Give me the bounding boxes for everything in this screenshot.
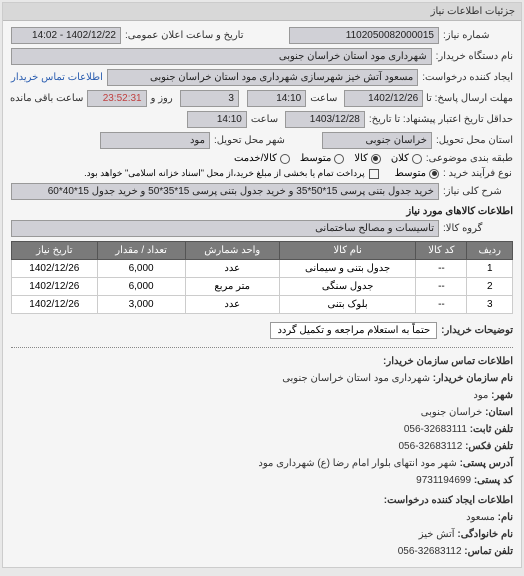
grade-option-2[interactable]: متوسط [300, 153, 344, 164]
requester-label: ایجاد کننده درخواست: [422, 72, 513, 83]
contact-line: آدرس پستی: شهر مود انتهای بلوار امام رضا… [11, 456, 513, 472]
col-unit: واحد شمارش [185, 242, 279, 260]
number-label: شماره نیاز: [443, 30, 513, 41]
remain-day-field: 3 [180, 90, 239, 107]
response-time-field[interactable]: 14:10 [247, 90, 306, 107]
goods-table: ردیف کد کالا نام کالا واحد شمارش تعداد /… [11, 241, 513, 314]
city-field[interactable]: مود [100, 132, 210, 149]
grade-option-3[interactable]: کالا/خدمت [234, 153, 290, 164]
buyer-note-value: حتماً به استعلام مراجعه و تکمیل گردد [270, 322, 437, 339]
row-number: شماره نیاز: 1102050082000015 تاریخ و ساع… [11, 27, 513, 44]
province-label: استان محل تحویل: [436, 135, 513, 146]
grade-label: طبقه بندی موضوعی: [426, 153, 513, 164]
panel-title: جزئیات اطلاعات نیاز [3, 3, 521, 21]
col-code: کد کالا [416, 242, 467, 260]
contact-line: تلفن ثابت: 32683111-056 [11, 422, 513, 438]
row-buyer-note: توضیحات خریدار: حتماً به استعلام مراجعه … [11, 322, 513, 339]
contact-line: تلفن فکس: 32683112-056 [11, 439, 513, 455]
number-field[interactable]: 1102050082000015 [289, 27, 439, 44]
row-requester: ایجاد کننده درخواست: مسعود آتش خیز شهرسا… [11, 69, 513, 86]
table-header-row: ردیف کد کالا نام کالا واحد شمارش تعداد /… [12, 242, 513, 260]
row-process: نوع فرآیند خرید : متوسط پرداخت تمام یا ب… [11, 168, 513, 179]
contact-section: اطلاعات تماس سازمان خریدار: نام سازمان خ… [11, 347, 513, 560]
table-row[interactable]: 2--جدول سنگیمتر مربع6,0001402/12/26 [12, 278, 513, 296]
hour-label-1: ساعت [310, 93, 340, 104]
grade-option-1[interactable]: کالا [354, 153, 381, 164]
detail-panel: جزئیات اطلاعات نیاز شماره نیاز: 11020500… [2, 2, 522, 568]
need-label: شرح کلی نیاز: [443, 186, 513, 197]
contact-link[interactable]: اطلاعات تماس خریدار [11, 72, 103, 83]
response-date-field[interactable]: 1402/12/26 [344, 90, 423, 107]
datetime-label: تاریخ و ساعت اعلان عمومی: [125, 30, 244, 41]
process-note: پرداخت تمام یا بخشی از مبلغ خرید،از محل … [84, 168, 364, 179]
table-row[interactable]: 1--جدول بتنی و سیمانیعدد6,0001402/12/26 [12, 260, 513, 278]
row-validity: حداقل تاریخ اعتبار پیشنهاد: تا تاریخ: 14… [11, 111, 513, 128]
row-response: مهلت ارسال پاسخ: تا 1402/12/26 ساعت 14:1… [11, 90, 513, 107]
contact-title: اطلاعات تماس سازمان خریدار: [383, 356, 513, 367]
row-grade: طبقه بندی موضوعی: کلان کالا متوسط کالا/خ… [11, 153, 513, 164]
row-org: نام دستگاه خریدار: شهرداری مود استان خرا… [11, 48, 513, 65]
datetime-field[interactable]: 1402/12/22 - 14:02 [11, 27, 121, 44]
process-option-0[interactable]: متوسط [395, 168, 439, 179]
table-row[interactable]: 3--بلوک بتنیعدد3,0001402/12/26 [12, 296, 513, 314]
row-need: شرح کلی نیاز: خرید جدول بتنی پرسی 15*50*… [11, 183, 513, 200]
validity-label: حداقل تاریخ اعتبار پیشنهاد: تا تاریخ: [369, 114, 513, 125]
org-label: نام دستگاه خریدار: [436, 51, 513, 62]
requester-field[interactable]: مسعود آتش خیز شهرسازی شهرداری مود استان … [107, 69, 418, 86]
province-field[interactable]: خراسان جنوبی [322, 132, 432, 149]
org-field[interactable]: شهرداری مود استان خراسان جنوبی [11, 48, 432, 65]
contact-line: شهر: مود [11, 388, 513, 404]
col-date: تاریخ نیاز [12, 242, 98, 260]
validity-date-field[interactable]: 1403/12/28 [285, 111, 365, 128]
process-label: نوع فرآیند خرید : [443, 168, 513, 179]
col-idx: ردیف [467, 242, 513, 260]
col-qty: تعداد / مقدار [97, 242, 185, 260]
contact-line: استان: خراسان جنوبی [11, 405, 513, 421]
goods-title: اطلاعات کالاهای مورد نیاز [11, 206, 513, 217]
creator-line: نام خانوادگی: آتش خیز [11, 527, 513, 543]
hour-label-2: ساعت [251, 114, 281, 125]
creator-line: تلفن تماس: 32683112-056 [11, 544, 513, 560]
grade-radio-group: کلان کالا متوسط کالا/خدمت [234, 153, 422, 164]
contact-line: کد پستی: 9731194699 [11, 473, 513, 489]
group-field[interactable]: تاسیسات و مصالح ساختمانی [11, 220, 439, 237]
row-location: استان محل تحویل: خراسان جنوبی شهر محل تح… [11, 132, 513, 149]
remain-day-label: روز و [151, 93, 176, 104]
treasury-checkbox[interactable] [369, 169, 379, 179]
remain-rest-label: ساعت باقی مانده [11, 93, 83, 104]
validity-time-field[interactable]: 14:10 [187, 111, 247, 128]
city-label: شهر محل تحویل: [214, 135, 294, 146]
grade-option-0[interactable]: کلان [391, 153, 422, 164]
col-name: نام کالا [279, 242, 415, 260]
creator-line: نام: مسعود [11, 510, 513, 526]
remain-time-field: 23:52:31 [87, 90, 146, 107]
group-label: گروه کالا: [443, 223, 513, 234]
response-label: مهلت ارسال پاسخ: تا [427, 93, 513, 104]
buyer-note-label: توضیحات خریدار: [441, 325, 513, 336]
row-group: گروه کالا: تاسیسات و مصالح ساختمانی [11, 220, 513, 237]
process-radio-group: متوسط [395, 168, 439, 179]
need-field[interactable]: خرید جدول بتنی پرسی 15*50*35 و خرید جدول… [11, 183, 439, 200]
creator-title: اطلاعات ایجاد کننده درخواست: [384, 495, 513, 506]
contact-line: نام سازمان خریدار: شهرداری مود استان خرا… [11, 371, 513, 387]
